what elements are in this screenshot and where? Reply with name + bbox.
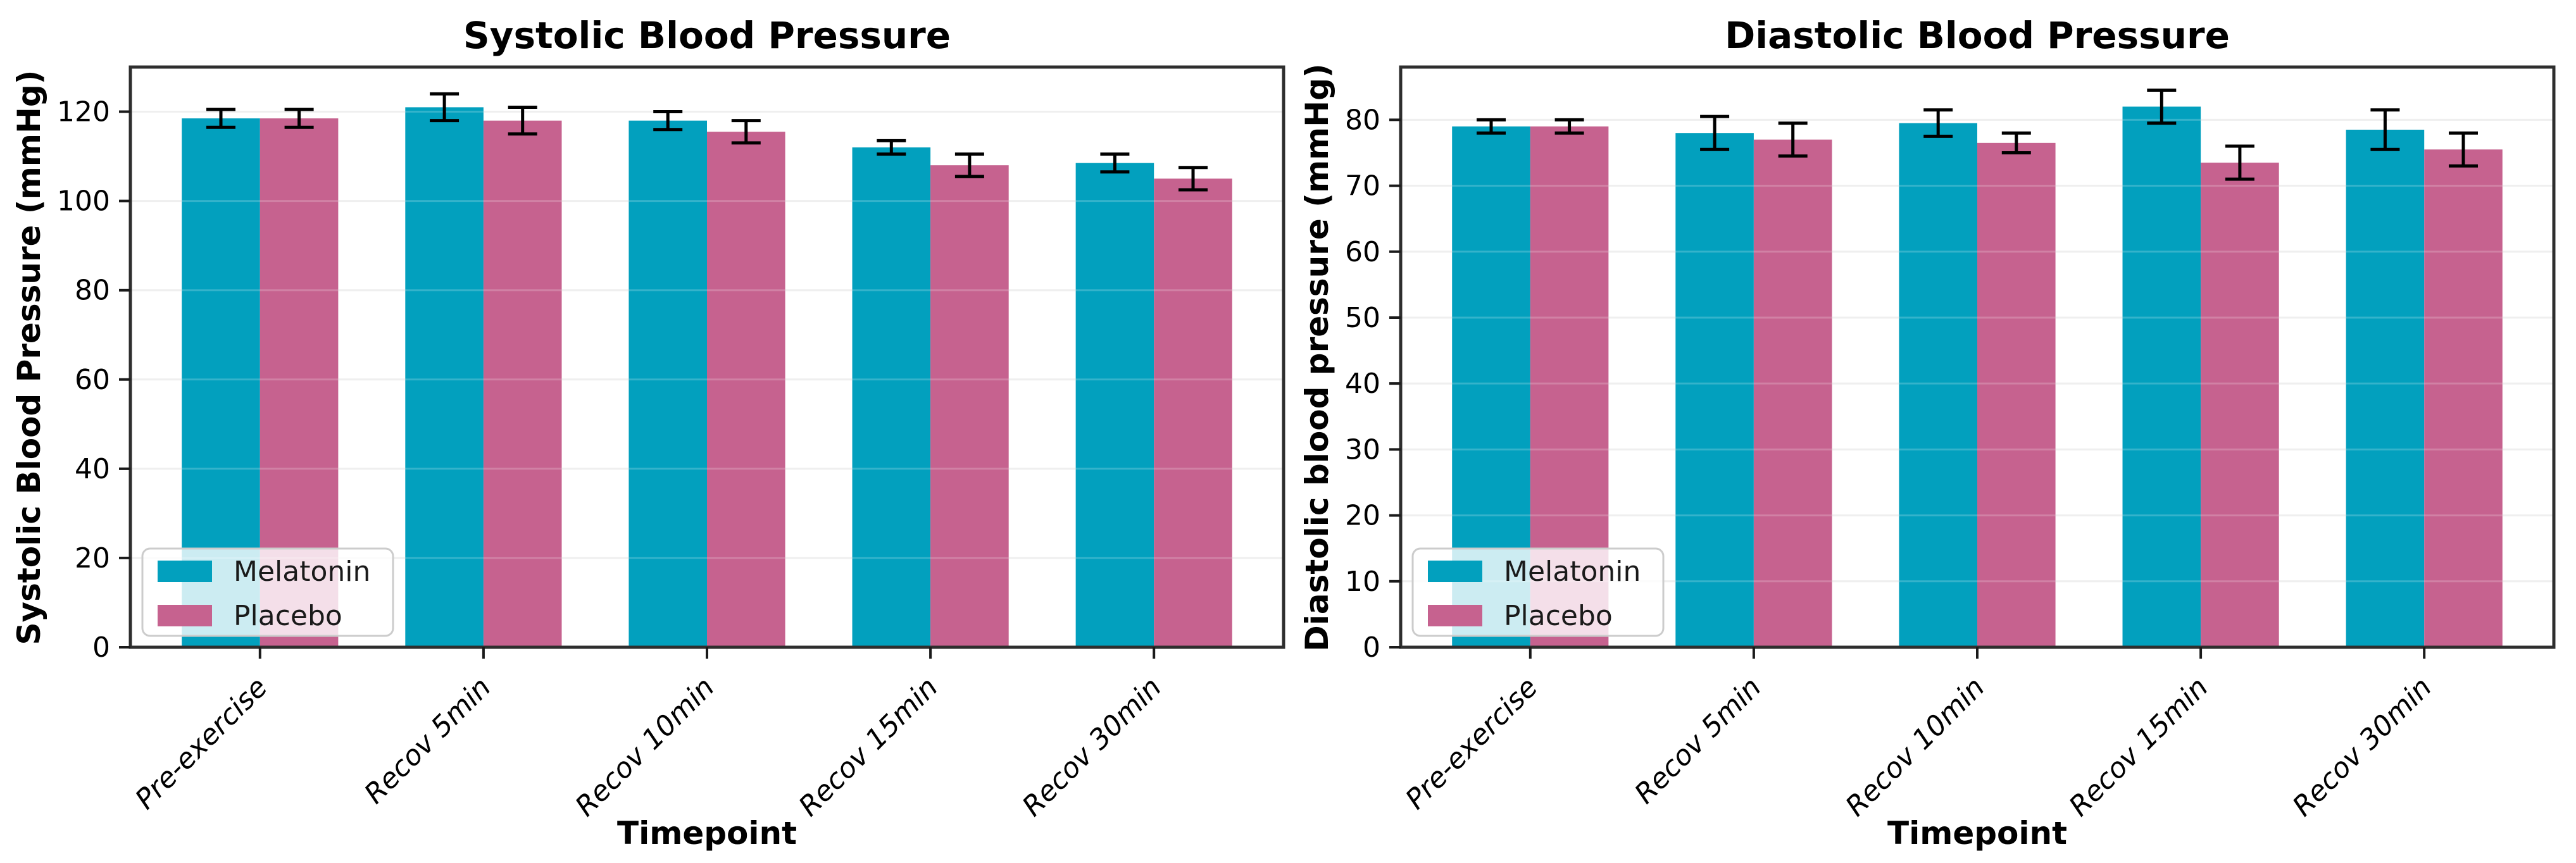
error-bar-placebo-pre-exercise [1554,118,1584,135]
x-tick-label-pre-exercise: Pre-exercise [129,671,274,816]
x-tick-label-recov-30min: Recov 30min [2286,671,2438,823]
legend-label-melatonin: Melatonin [1504,556,1641,588]
x-tick-label-recov-10min: Recov 10min [1839,671,1991,823]
y-tick-label-120: 120 [57,96,110,128]
y-tick-label-0: 0 [92,631,110,664]
systolic-plot-canvas: 0 20 40 60 80 100 120 Pre-exercise Recov 5min Rec… [57,65,1285,823]
diastolic-chart-panel: Diastolic Blood Pressure Diastolic blood… [1288,0,2576,863]
systolic-chart-panel: Systolic Blood Pressure Systolic Blood P… [11,14,1285,852]
legend-label-placebo: Placebo [1504,600,1613,632]
bar-melatonin-recov-15min [2122,106,2201,648]
error-bar-placebo-recov-30min [2448,131,2478,168]
legend: Melatonin Placebo [1411,547,1665,637]
error-bar-melatonin-recov-10min [1923,108,1953,138]
bar-placebo-recov-5min [483,120,562,648]
error-bar-melatonin-pre-exercise [206,108,236,129]
bar-placebo-recov-15min [930,165,1009,648]
x-tick-label-recov-5min: Recov 5min [358,671,497,810]
legend-label-placebo: Placebo [234,600,342,632]
bar-melatonin-recov-5min [1675,133,1754,648]
bar-melatonin-recov-5min [405,107,484,647]
error-bar-melatonin-recov-15min [2147,88,2177,125]
bar-melatonin-recov-30min [2346,129,2425,647]
diastolic-chart-title: Diastolic Blood Pressure [1725,14,2230,57]
error-bar-melatonin-recov-15min [877,139,906,156]
error-bar-placebo-recov-15min [954,152,984,178]
error-bar-melatonin-recov-30min [1100,152,1130,174]
legend-label-melatonin: Melatonin [234,556,370,588]
x-tick-label-pre-exercise: Pre-exercise [1399,671,1544,816]
y-tick-label-60: 60 [1345,236,1380,268]
error-bar-melatonin-recov-5min [1700,115,1730,151]
error-bar-placebo-recov-10min [2001,131,2031,154]
bar-placebo-recov-10min [707,132,785,647]
bar-placebo-recov-30min [1154,178,1232,647]
y-tick-label-50: 50 [1345,302,1380,334]
error-bar-placebo-recov-10min [731,119,761,145]
error-bar-placebo-pre-exercise [284,108,314,129]
systolic-x-axis-label: Timepoint [616,815,797,852]
y-tick-label-0: 0 [1363,631,1380,664]
y-tick-label-20: 20 [75,542,110,574]
legend-swatch-placebo [158,605,212,626]
legend-swatch-melatonin [158,561,212,582]
x-tick-label-recov-30min: Recov 30min [1016,671,1168,823]
error-bar-melatonin-recov-30min [2370,108,2400,151]
diastolic-x-axis-label: Timepoint [1887,815,2068,852]
error-bar-melatonin-pre-exercise [1477,118,1506,135]
y-tick-label-10: 10 [1345,566,1380,598]
y-tick-label-80: 80 [75,275,110,307]
bar-melatonin-recov-30min [1075,163,1154,647]
legend-swatch-melatonin [1428,561,1482,582]
y-tick-label-100: 100 [57,185,110,218]
bar-melatonin-recov-10min [1899,123,1977,648]
error-bar-melatonin-recov-10min [653,110,683,132]
legend: Melatonin Placebo [141,547,394,637]
legend-swatch-placebo [1428,605,1482,626]
error-bar-placebo-recov-30min [1178,166,1208,192]
bar-placebo-recov-15min [2201,163,2279,648]
error-bar-placebo-recov-15min [2225,144,2254,181]
diastolic-plot-canvas: 0 10 20 30 40 50 60 70 80 Pre-exercise Recov 5min R… [1345,65,2556,823]
x-tick-label-recov-15min: Recov 15min [792,671,944,823]
bar-melatonin-recov-10min [628,120,707,648]
x-tick-label-recov-10min: Recov 10min [569,671,721,823]
error-bar-placebo-recov-5min [508,105,537,136]
x-tick-label-recov-5min: Recov 5min [1629,671,1768,810]
bar-placebo-recov-5min [1753,139,1832,647]
bar-placebo-recov-30min [2424,149,2503,647]
y-tick-label-20: 20 [1345,500,1380,532]
systolic-chart-title: Systolic Blood Pressure [463,14,951,57]
y-tick-label-40: 40 [1345,368,1380,400]
y-tick-label-60: 60 [75,364,110,396]
y-tick-label-70: 70 [1345,170,1380,202]
error-bar-placebo-recov-5min [1778,121,1808,158]
x-tick-label-recov-15min: Recov 15min [2063,671,2215,823]
bar-melatonin-recov-15min [852,147,931,647]
bar-placebo-recov-10min [1977,142,2056,648]
y-tick-label-80: 80 [1345,104,1380,136]
y-tick-label-30: 30 [1345,433,1380,466]
error-bar-melatonin-recov-5min [430,92,460,123]
y-tick-label-40: 40 [75,453,110,485]
